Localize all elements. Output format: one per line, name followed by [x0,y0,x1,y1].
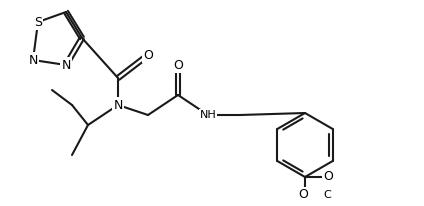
Text: N: N [113,98,123,111]
Text: O: O [143,48,153,62]
Text: C: C [323,190,331,200]
Text: O: O [323,171,333,184]
Text: S: S [34,15,42,28]
Text: O: O [298,188,308,201]
Text: N: N [61,59,71,71]
Text: N: N [28,54,38,67]
Text: NH: NH [200,110,216,120]
Text: O: O [173,59,183,71]
